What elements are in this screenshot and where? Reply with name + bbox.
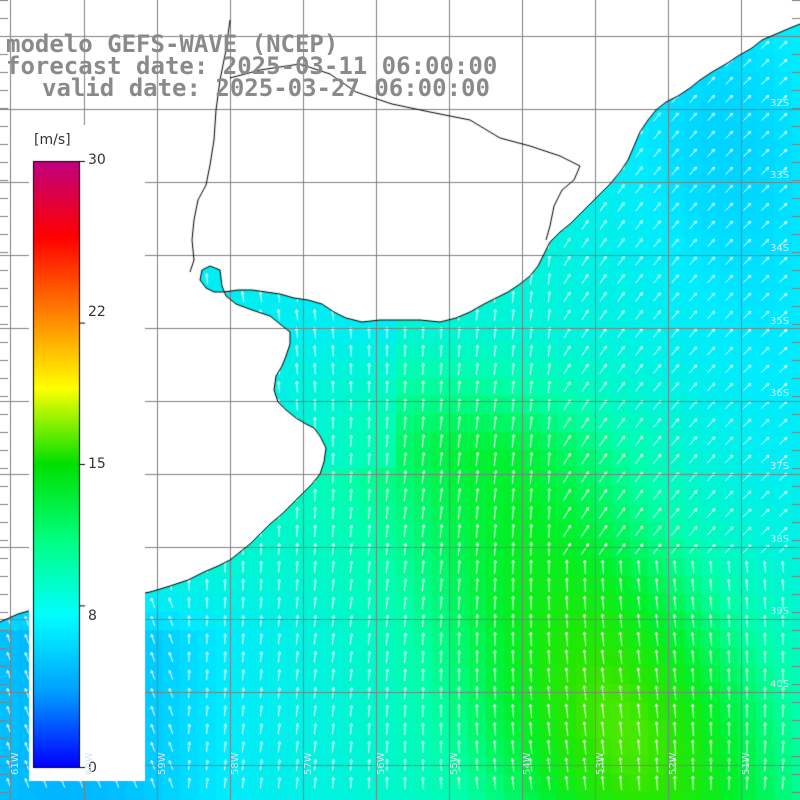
colorbar-tick-0: 0 — [88, 760, 97, 776]
lon-label-58w: 58W — [230, 752, 241, 775]
lat-label-39s: 39S — [770, 606, 790, 617]
lon-label-60w: 60W — [84, 752, 95, 775]
forecast-date: forecast date: 2025-03-11 06:00:00 — [6, 52, 498, 80]
lat-label-38s: 38S — [770, 534, 790, 545]
model-title: modelo GEFS-WAVE (NCEP) — [6, 30, 339, 58]
colorbar-tick-8: 8 — [88, 608, 97, 624]
lat-label-36s: 36S — [770, 388, 790, 399]
colorbar-tick-22: 22 — [88, 304, 106, 320]
lon-label-56w: 56W — [376, 752, 387, 775]
lat-label-32s: 32S — [770, 98, 790, 109]
lon-label-52w: 52W — [668, 752, 679, 775]
lat-label-37s: 37S — [770, 461, 790, 472]
lat-label-35s: 35S — [770, 316, 790, 327]
lon-label-53w: 53W — [595, 752, 606, 775]
valid-date: valid date: 2025-03-27 06:00:00 — [42, 74, 490, 102]
lat-label-34s: 34S — [770, 243, 790, 254]
colorbar-tick-30: 30 — [88, 152, 106, 168]
colorbar-tick-15: 15 — [88, 456, 106, 472]
lon-label-54w: 54W — [522, 752, 533, 775]
lon-label-59w: 59W — [157, 752, 168, 775]
lat-label-33s: 33S — [770, 170, 790, 181]
lon-label-61w: 61W — [10, 752, 21, 775]
lat-label-40s: 40S — [770, 679, 790, 690]
colorbar-unit: [m/s] — [34, 132, 71, 148]
lon-label-57w: 57W — [303, 752, 314, 775]
lon-label-55w: 55W — [449, 752, 460, 775]
lon-label-51w: 51W — [741, 752, 752, 775]
